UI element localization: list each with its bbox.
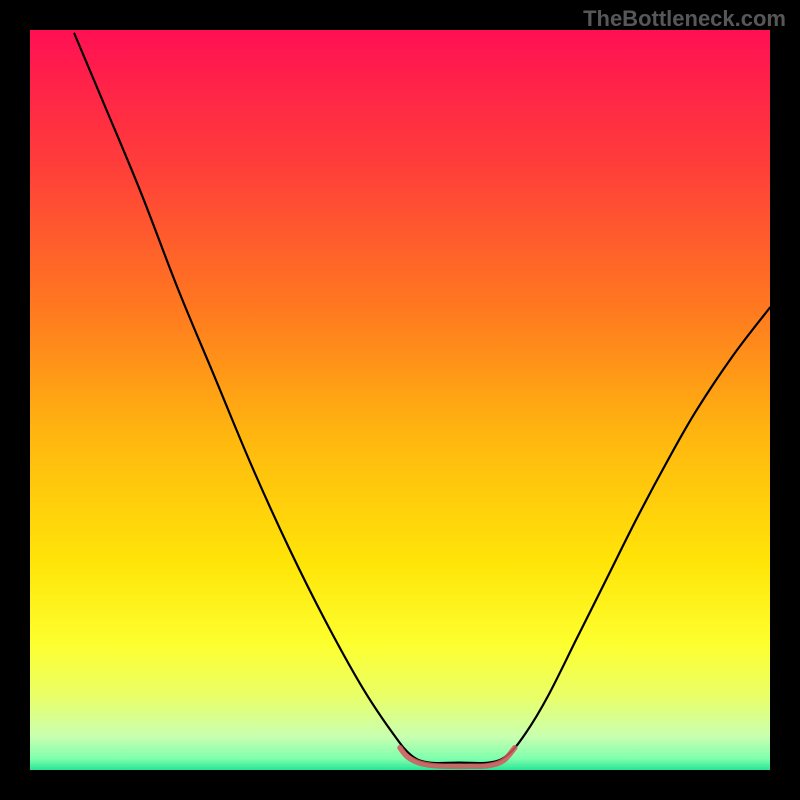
- chart-plot-area: [30, 30, 770, 770]
- watermark-text: TheBottleneck.com: [583, 6, 786, 32]
- chart-background: [30, 30, 770, 770]
- chart-svg: [30, 30, 770, 770]
